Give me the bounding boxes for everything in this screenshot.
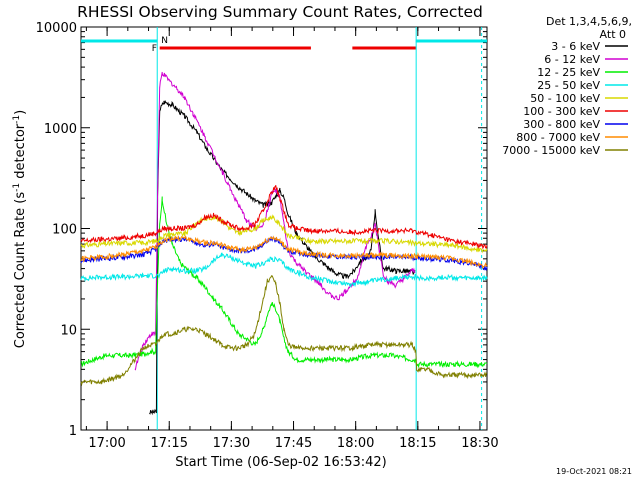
series-line (80, 275, 488, 387)
y-axis-label-mid: detector (13, 123, 28, 183)
series-line (134, 71, 416, 371)
x-tick-label: 18:00 (337, 436, 374, 451)
y-tick-label: 10000 (36, 21, 77, 36)
y-axis-label-sup-1: -1 (12, 183, 22, 192)
x-tick-label: 17:15 (151, 436, 188, 451)
legend-label: 800 - 7000 keV (516, 131, 600, 144)
status-markers: NF (81, 27, 487, 430)
series-line (80, 196, 488, 369)
y-tick-label: 10 (60, 323, 77, 338)
y-tick-label: 1 (69, 424, 77, 439)
y-axis-label: Corrected Count Rate (s-1 detector-1) (12, 110, 28, 348)
x-axis: 17:00 17:15 17:30 17:45 18:00 18:15 18:30 (85, 27, 499, 451)
flare-label: F (152, 44, 157, 54)
legend-label: 12 - 25 keV (537, 66, 600, 79)
x-tick-label: 18:30 (461, 436, 498, 451)
legend-label: 3 - 6 keV (551, 40, 600, 53)
legend-label: 100 - 300 keV (523, 105, 600, 118)
x-tick-label: 17:45 (275, 436, 312, 451)
legend-label: 7000 - 15000 keV (502, 144, 600, 157)
y-tick-label: 100 (52, 223, 77, 238)
series-line (80, 214, 488, 254)
x-tick-label: 17:30 (213, 436, 250, 451)
legend-label: 25 - 50 keV (537, 79, 600, 92)
y-tick-label: 1000 (44, 122, 77, 137)
series-line (80, 252, 488, 288)
series-line (149, 99, 416, 416)
series-line (80, 185, 488, 250)
y-axis-label-sup-2: -1 (12, 115, 22, 124)
legend-header-line-2: Att 0 (600, 28, 626, 41)
x-axis-label: Start Time (06-Sep-02 16:53:42) (175, 455, 386, 470)
attenuator-label: N (161, 36, 168, 46)
generated-timestamp: 19-Oct-2021 08:21 (556, 467, 632, 476)
x-tick-label: 18:15 (399, 436, 436, 451)
legend-label: 6 - 12 keV (544, 53, 600, 66)
legend-label: 300 - 800 keV (523, 118, 600, 131)
chart-title: RHESSI Observing Summary Count Rates, Co… (77, 3, 483, 21)
y-axis-label-end: ) (13, 110, 28, 115)
legend-label: 50 - 100 keV (530, 92, 600, 105)
legend-header-line-1: Det 1,3,4,5,6,9, (546, 15, 632, 28)
y-axis: 1 10 100 1000 10000 (36, 21, 487, 439)
x-tick-label: 17:00 (88, 436, 125, 451)
series-line (80, 235, 488, 270)
series-layer (80, 71, 488, 416)
y-axis-label-main: Corrected Count Rate (s (13, 192, 28, 349)
